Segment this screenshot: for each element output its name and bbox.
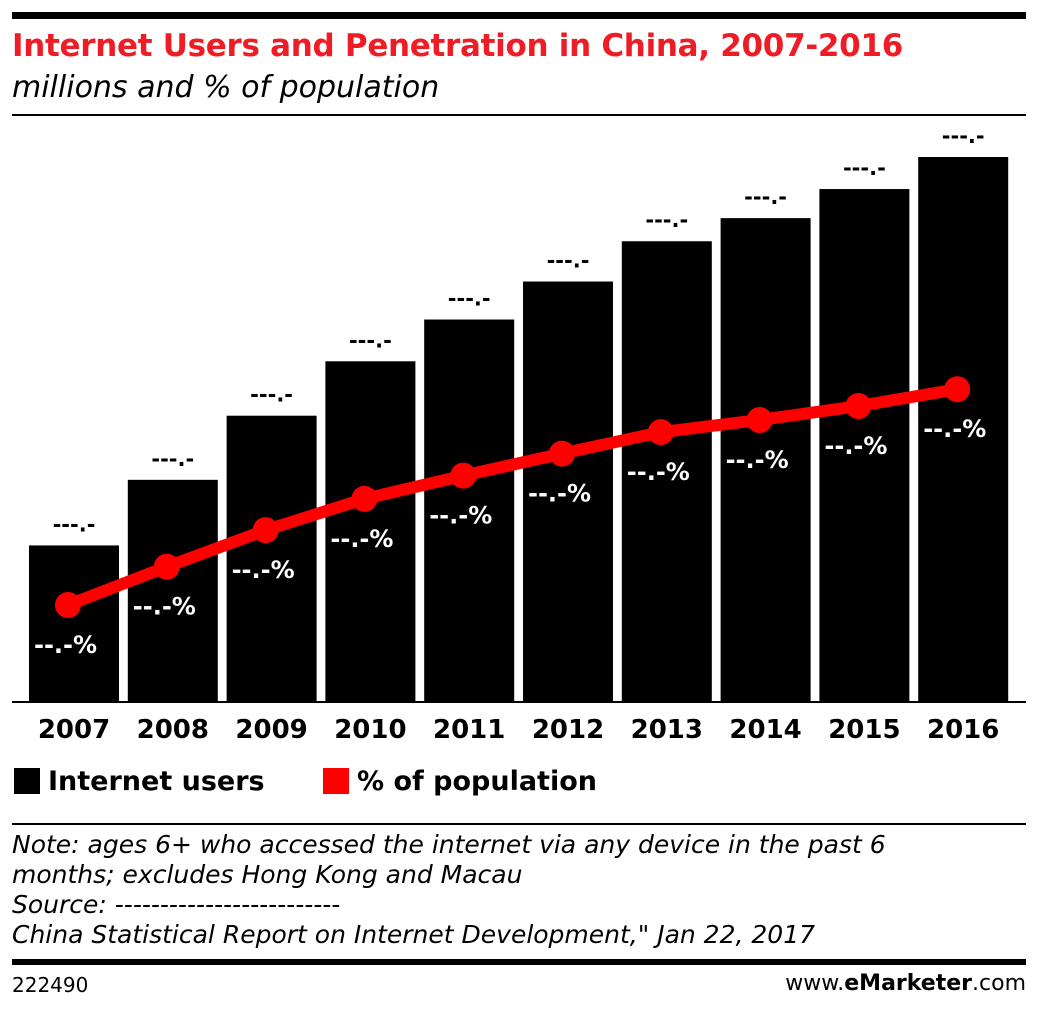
- legend-users-swatch: [14, 768, 40, 794]
- line-value-label-2011: --.-%: [429, 502, 492, 530]
- line-point-2015: [845, 393, 872, 420]
- series-line-population: [62, 383, 964, 611]
- source-detail: China Statistical Report on Internet Dev…: [12, 920, 816, 949]
- line-point-2008: [153, 553, 180, 580]
- line-point-2014: [746, 406, 773, 433]
- notes: Note: ages 6+ who accessed the internet …: [12, 830, 886, 950]
- line-value-label-2016: --.-%: [923, 415, 986, 443]
- brand-prefix: www.: [785, 971, 845, 996]
- bar-2015: [819, 189, 910, 702]
- bar-2010: [325, 361, 416, 702]
- line-point-2013: [647, 419, 674, 446]
- legend-population-swatch: [323, 768, 349, 794]
- bar-2012: [523, 281, 613, 702]
- line-value-label-2013: --.-%: [627, 458, 690, 486]
- bar-value-label-2007: ---.-: [53, 512, 96, 536]
- line-point-2007: [55, 592, 81, 618]
- x-tick-label-2008: 2008: [137, 715, 209, 745]
- brand-name: eMarketer: [844, 971, 973, 996]
- bar-2009: [226, 415, 317, 702]
- bar-value-label-2009: ---.-: [250, 383, 293, 407]
- title-divider: [12, 114, 1026, 116]
- bar-2011: [424, 319, 515, 702]
- chart-id: 222490: [12, 973, 89, 997]
- bar-2008: [127, 479, 218, 702]
- line-value-label-2009: --.-%: [232, 556, 295, 584]
- line-point-2011: [450, 462, 477, 489]
- note-line-1: Note: ages 6+ who accessed the internet …: [12, 830, 886, 859]
- note-line-2: months; excludes Hong Kong and Macau: [12, 860, 523, 889]
- bar-value-label-2010: ---.-: [349, 328, 392, 352]
- bar-value-label-2013: ---.-: [645, 208, 688, 232]
- x-tick-label-2014: 2014: [729, 715, 801, 745]
- line-value-label-2012: --.-%: [528, 480, 591, 508]
- notes-divider: [12, 823, 1026, 825]
- bar-value-label-2016: ---.-: [942, 124, 985, 148]
- x-tick-label-2015: 2015: [828, 715, 900, 745]
- line-point-2016: [944, 376, 971, 403]
- bar-value-label-2011: ---.-: [448, 287, 491, 311]
- chart-subtitle: millions and % of population: [12, 70, 440, 105]
- legend-population-label: % of population: [357, 765, 597, 797]
- x-tick-label-2009: 2009: [235, 715, 307, 745]
- brand-link[interactable]: www.eMarketer.com: [785, 971, 1026, 996]
- chart-area: ---.- ---.- ---.- ---.- ---.- ---.- ---.- ---.-…: [12, 124, 1026, 745]
- chart-title: Internet Users and Penetration in China,…: [12, 28, 903, 64]
- footer-rule: [12, 959, 1026, 965]
- line-value-label-2007: --.-%: [34, 631, 97, 659]
- x-tick-label-2016: 2016: [927, 715, 999, 745]
- line-value-label-2014: --.-%: [726, 446, 789, 474]
- source-line: Source: -------------------------: [12, 890, 341, 919]
- line-point-2012: [549, 440, 575, 467]
- bar-value-label-2015: ---.-: [843, 156, 886, 180]
- line-point-2010: [351, 485, 378, 512]
- x-tick-label-2013: 2013: [631, 715, 703, 745]
- x-tick-label-2012: 2012: [532, 715, 604, 745]
- x-tick-label-2011: 2011: [433, 715, 505, 745]
- legend-users: Internet users: [14, 764, 265, 798]
- legend-users-label: Internet users: [48, 765, 265, 797]
- x-tick-label-2010: 2010: [334, 715, 406, 745]
- bar-2013: [621, 241, 712, 702]
- line-value-label-2008: --.-%: [133, 593, 196, 621]
- bar-value-label-2008: ---.-: [151, 447, 194, 471]
- x-tick-label-2007: 2007: [38, 715, 110, 745]
- bar-2007: [29, 545, 119, 702]
- bar-value-label-2014: ---.-: [744, 185, 787, 209]
- line-value-label-2010: --.-%: [330, 525, 393, 553]
- line-point-2009: [252, 517, 279, 544]
- line-value-label-2015: --.-%: [824, 432, 887, 460]
- top-rule: [12, 12, 1026, 19]
- bar-2014: [720, 218, 811, 702]
- legend-population: % of population: [323, 764, 597, 798]
- bar-2016: [918, 157, 1009, 702]
- bar-value-label-2012: ---.-: [547, 249, 590, 273]
- brand-suffix: .com: [972, 971, 1026, 996]
